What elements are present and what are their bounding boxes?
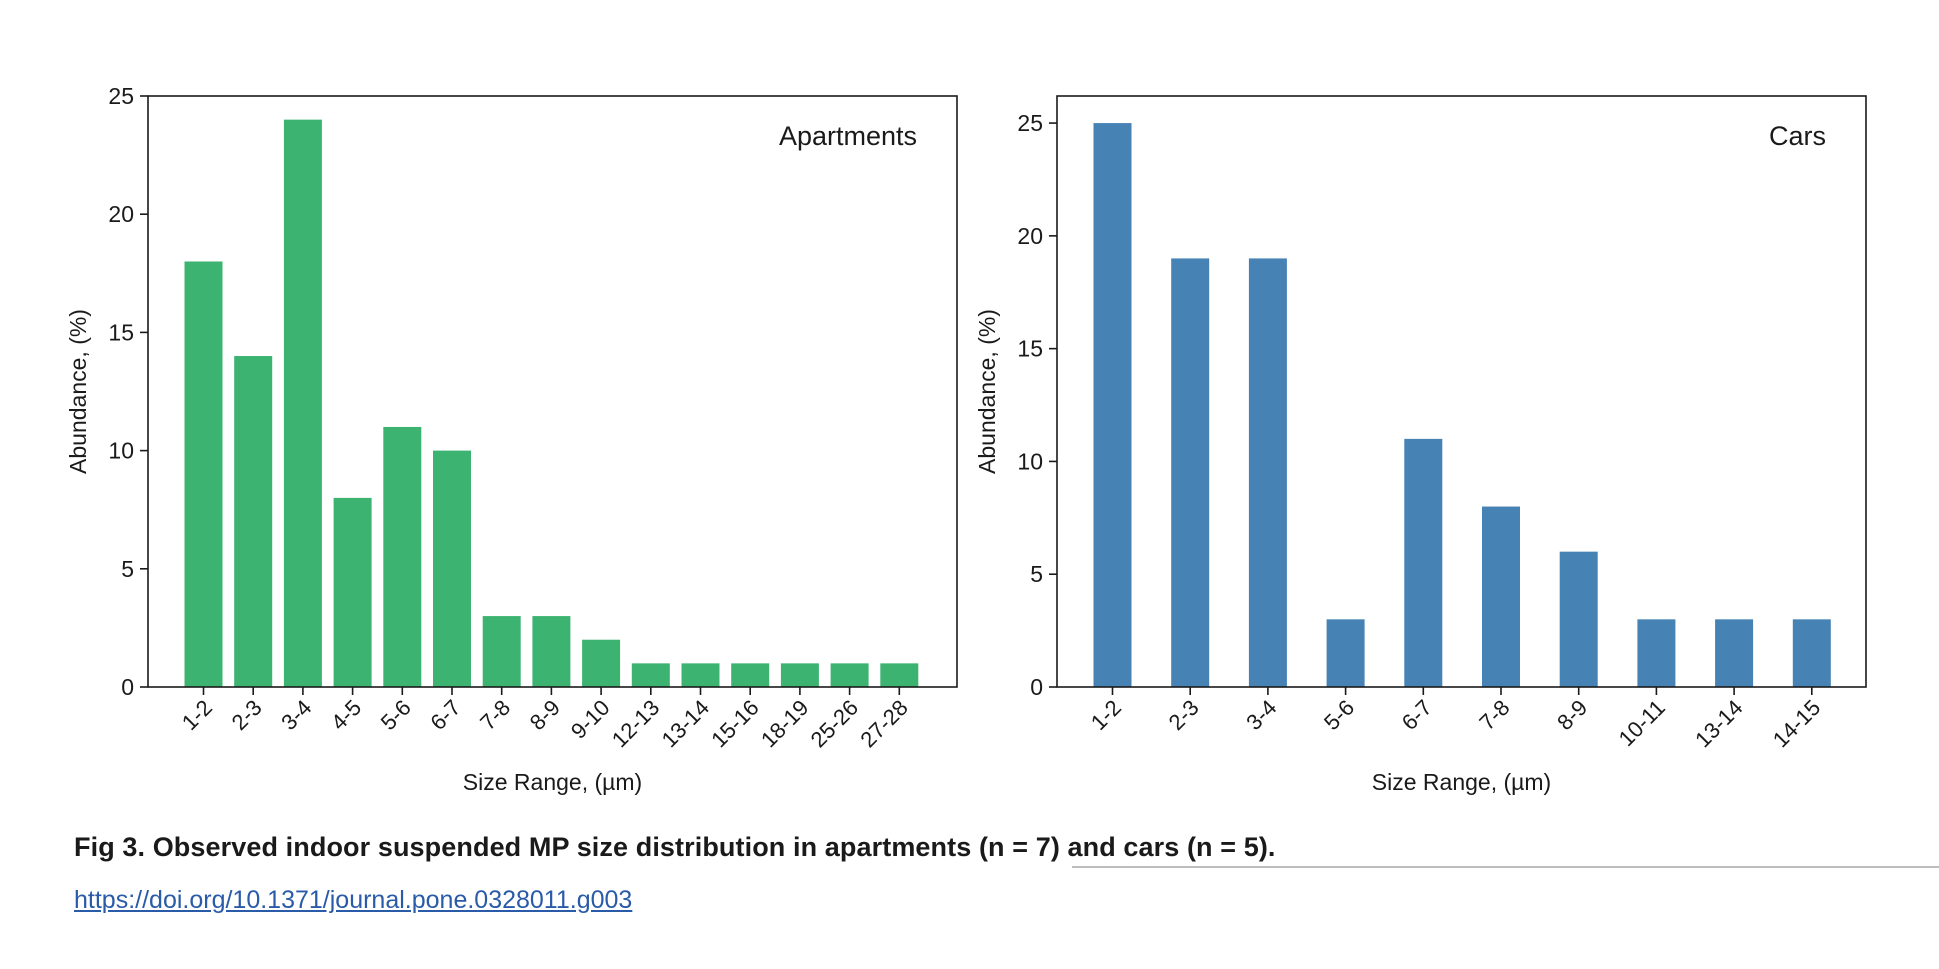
y-tick-label: 10 — [108, 438, 134, 464]
x-tick-label: 8-9 — [1552, 695, 1592, 735]
bar-7-8 — [1482, 506, 1520, 687]
bar-10-11 — [1637, 619, 1676, 687]
x-tick-label: 27-28 — [855, 695, 912, 752]
x-tick-label: 2-3 — [1164, 695, 1204, 735]
bar-13-14 — [681, 663, 720, 687]
bar-9-10 — [582, 639, 621, 687]
y-tick-label: 20 — [108, 201, 134, 227]
x-axis-label: Size Range, (µm) — [1372, 769, 1551, 795]
y-tick-label: 0 — [1030, 674, 1043, 700]
x-tick-label: 15-16 — [706, 695, 763, 752]
y-tick-label: 20 — [1017, 223, 1043, 249]
x-tick-label: 5-6 — [376, 695, 416, 735]
x-tick-label: 2-3 — [227, 695, 267, 735]
x-tick-label: 10-11 — [1614, 695, 1670, 751]
x-tick-label: 13-14 — [657, 695, 714, 752]
bar-7-8 — [482, 616, 521, 687]
x-tick-label: 6-7 — [425, 695, 465, 735]
bar-6-7 — [433, 450, 471, 687]
x-tick-label: 3-4 — [1241, 695, 1281, 735]
x-axis-label: Size Range, (µm) — [463, 769, 642, 795]
panel-label: Apartments — [779, 121, 917, 151]
x-tick-label: 18-19 — [756, 695, 813, 752]
bar-27-28 — [880, 663, 919, 687]
bar-3-4 — [283, 119, 322, 687]
y-tick-label: 15 — [1017, 336, 1043, 362]
bar-2-3 — [1171, 258, 1210, 687]
x-tick-label: 5-6 — [1319, 695, 1359, 735]
y-tick-label: 5 — [121, 556, 134, 582]
plot-frame — [147, 95, 958, 688]
panel-label: Cars — [1769, 121, 1826, 151]
y-tick-label: 0 — [121, 674, 134, 700]
plot-frame — [1056, 95, 1867, 688]
figure-caption: Fig 3. Observed indoor suspended MP size… — [74, 832, 1276, 862]
y-tick-label: 25 — [1017, 110, 1043, 136]
x-tick-label: 25-26 — [806, 695, 863, 752]
bar-18-19 — [780, 663, 819, 687]
y-axis-label: Abundance, (%) — [974, 309, 1000, 474]
bar-2-3 — [234, 356, 273, 687]
bar-4-5 — [333, 497, 372, 687]
x-tick-label: 12-13 — [607, 695, 664, 752]
x-tick-label: 3-4 — [276, 695, 316, 735]
x-tick-label: 7-8 — [1474, 695, 1514, 735]
x-tick-label: 7-8 — [475, 695, 515, 735]
x-tick-label: 4-5 — [326, 695, 366, 735]
y-tick-label: 25 — [108, 83, 134, 109]
bar-8-9 — [532, 616, 571, 687]
bar-12-13 — [631, 663, 670, 687]
x-tick-label: 8-9 — [525, 695, 565, 735]
bar-14-15 — [1792, 619, 1831, 687]
y-tick-label: 5 — [1030, 561, 1043, 587]
y-axis-label: Abundance, (%) — [65, 309, 91, 474]
bar-25-26 — [830, 663, 869, 687]
doi-link[interactable]: https://doi.org/10.1371/journal.pone.032… — [74, 886, 633, 914]
x-tick-label: 1-2 — [1086, 695, 1126, 735]
y-tick-label: 15 — [108, 319, 134, 345]
bar-3-4 — [1248, 258, 1287, 687]
x-tick-label: 13-14 — [1690, 695, 1747, 752]
x-tick-label: 1-2 — [177, 695, 217, 735]
y-tick-label: 10 — [1017, 448, 1043, 474]
caption-divider — [1072, 866, 1939, 868]
bar-6-7 — [1404, 438, 1443, 687]
x-tick-label: 14-15 — [1768, 695, 1825, 752]
bar-15-16 — [731, 663, 770, 687]
bar-1-2 — [1093, 123, 1132, 687]
chart-panel-1: 0 5 10 15 20 25 1-2 2-3 3-4 5-6 6-7 7-8 8-9 10-11 13-1… — [974, 95, 1867, 795]
bar-1-2 — [184, 261, 223, 687]
bar-13-14 — [1715, 619, 1754, 687]
bar-8-9 — [1559, 551, 1598, 687]
x-tick-label: 6-7 — [1397, 695, 1437, 735]
bar-5-6 — [383, 426, 422, 687]
bar-5-6 — [1326, 619, 1365, 687]
